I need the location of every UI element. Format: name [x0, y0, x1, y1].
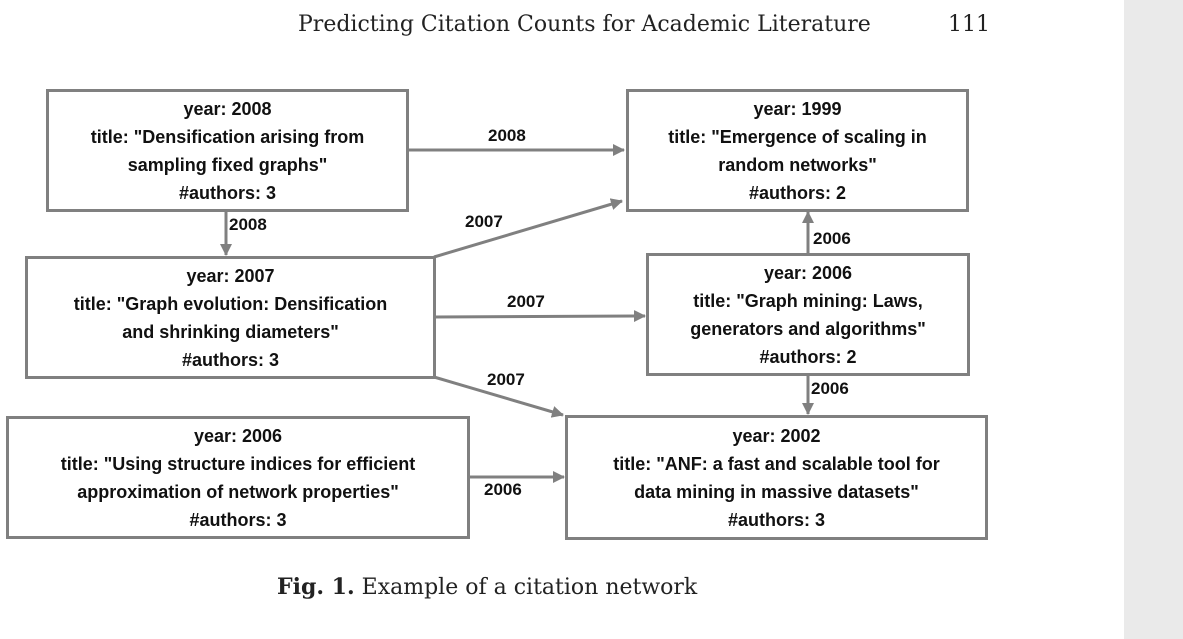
node-title-line2: and shrinking diameters" — [122, 321, 339, 342]
side-margin-panel — [1124, 0, 1183, 639]
node-year: year: 2007 — [186, 265, 275, 286]
node-authors: #authors: 2 — [748, 182, 847, 203]
paper-node-2006-graph-mining: year: 2006 title: "Graph mining: Laws, g… — [646, 253, 970, 376]
edge-2007-to-1999 — [433, 198, 623, 259]
paper-node-2008: year: 2008 title: "Densification arising… — [46, 89, 409, 212]
node-authors: #authors: 3 — [178, 182, 277, 203]
node-title-line2: sampling fixed graphs" — [127, 154, 328, 175]
paper-node-2007: year: 2007 title: "Graph evolution: Dens… — [25, 256, 436, 379]
node-authors: #authors: 2 — [759, 346, 857, 367]
node-title-line2: approximation of network properties" — [77, 481, 399, 502]
node-title-line1: title: "Using structure indices for effi… — [60, 453, 416, 474]
node-authors: #authors: 3 — [189, 509, 287, 530]
edge-2007-to-2006a — [433, 310, 646, 323]
node-authors: #authors: 3 — [181, 349, 280, 370]
node-title-line2: data mining in massive datasets" — [634, 481, 919, 502]
figure-caption: Fig. 1. Example of a citation network — [277, 574, 877, 600]
node-title-line1: title: "Graph mining: Laws, — [693, 290, 923, 311]
node-title-line2: random networks" — [718, 154, 877, 175]
node-year: year: 2006 — [763, 262, 853, 283]
node-year: year: 2002 — [732, 425, 821, 446]
edge-label-2007-to-2002: 2007 — [487, 370, 525, 389]
node-year: year: 2006 — [193, 425, 283, 446]
node-year: year: 2008 — [183, 98, 272, 119]
node-title-line1: title: "Graph evolution: Densification — [73, 293, 388, 314]
edge-label-2008-to-2007: 2008 — [229, 215, 267, 234]
edge-2007-to-2002 — [433, 375, 564, 418]
running-title: Predicting Citation Counts for Academic … — [298, 12, 871, 37]
paper-node-1999: year: 1999 title: "Emergence of scaling … — [626, 89, 969, 212]
node-title-line1: title: "ANF: a fast and scalable tool fo… — [613, 453, 940, 474]
edge-label-2006a-to-1999: 2006 — [813, 229, 851, 248]
citation-edges — [220, 144, 814, 483]
edge-label-2006b-to-2002: 2006 — [484, 480, 522, 499]
node-authors: #authors: 3 — [727, 509, 826, 530]
edge-label-2007-to-2006a: 2007 — [507, 292, 545, 311]
paper-node-2002: year: 2002 title: "ANF: a fast and scala… — [565, 415, 988, 540]
edge-label-2008-to-1999: 2008 — [488, 126, 526, 145]
paper-node-2006-structure-indices: year: 2006 title: "Using structure indic… — [6, 416, 470, 539]
edge-label-2006a-to-2002: 2006 — [811, 379, 849, 398]
node-year: year: 1999 — [753, 98, 842, 119]
caption-text: Example of a citation network — [354, 575, 698, 600]
node-title-line1: title: "Densification arising from — [90, 126, 365, 147]
edge-label-2007-to-1999: 2007 — [465, 212, 503, 231]
figure-label: Fig. 1. — [277, 574, 355, 600]
node-title-line2: generators and algorithms" — [690, 318, 926, 339]
node-title-line1: title: "Emergence of scaling in — [668, 126, 927, 147]
page-number: 111 — [948, 12, 990, 37]
